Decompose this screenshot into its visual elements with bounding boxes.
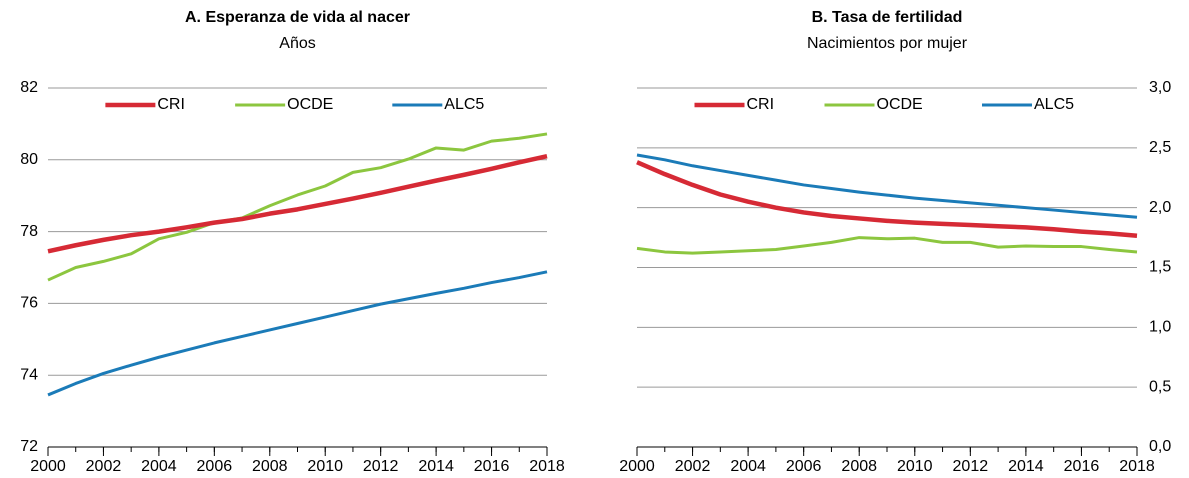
series-line [47, 132, 548, 282]
legend-label: CRI [747, 96, 775, 113]
x-tick-label: 2018 [1119, 458, 1155, 475]
y-tick-label: 1,5 [1149, 259, 1171, 276]
x-tick-label: 2012 [953, 458, 989, 475]
legend-label: ALC5 [444, 96, 484, 113]
legend-label: OCDE [287, 96, 333, 113]
x-tick-label: 2006 [197, 458, 233, 475]
x-tick-label: 2004 [141, 458, 177, 475]
y-tick-label: 82 [20, 79, 38, 96]
chart-subtitle: Nacimientos por mujer [807, 35, 968, 52]
legend-label: CRI [157, 96, 185, 113]
x-tick-label: 2016 [1064, 458, 1100, 475]
y-tick-label: 2,5 [1149, 139, 1171, 156]
series-line [47, 154, 548, 254]
series-line [636, 236, 1138, 255]
x-tick-label: 2010 [897, 458, 933, 475]
y-tick-label: 74 [20, 366, 38, 383]
x-tick-label: 2004 [730, 458, 766, 475]
y-tick-label: 72 [20, 438, 38, 455]
y-tick-label: 78 [20, 223, 38, 240]
x-tick-label: 2014 [418, 458, 454, 475]
y-tick-label: 3,0 [1149, 79, 1171, 96]
y-tick-label: 80 [20, 151, 38, 168]
x-tick-label: 2010 [307, 458, 343, 475]
x-tick-label: 2018 [529, 458, 565, 475]
legend-label: ALC5 [1034, 96, 1074, 113]
x-tick-label: 2008 [252, 458, 288, 475]
chart-title: A. Esperanza de vida al nacer [185, 9, 410, 26]
x-tick-label: 2012 [363, 458, 399, 475]
x-tick-label: 2002 [675, 458, 711, 475]
x-tick-label: 2000 [30, 458, 66, 475]
x-tick-label: 2008 [841, 458, 877, 475]
x-tick-label: 2006 [786, 458, 822, 475]
x-tick-label: 2002 [86, 458, 122, 475]
y-tick-label: 0,0 [1149, 438, 1171, 455]
y-tick-label: 2,0 [1149, 199, 1171, 216]
y-tick-label: 76 [20, 295, 38, 312]
series-line [636, 160, 1138, 239]
chart-subtitle: Años [279, 35, 315, 52]
y-tick-label: 1,0 [1149, 319, 1171, 336]
series-line [47, 270, 548, 397]
chart-title: B. Tasa de fertilidad [812, 9, 963, 26]
x-tick-label: 2014 [1008, 458, 1044, 475]
series-line [636, 153, 1138, 219]
x-tick-label: 2016 [474, 458, 510, 475]
legend-label: OCDE [877, 96, 923, 113]
y-tick-label: 0,5 [1149, 378, 1171, 395]
x-tick-label: 2000 [619, 458, 655, 475]
